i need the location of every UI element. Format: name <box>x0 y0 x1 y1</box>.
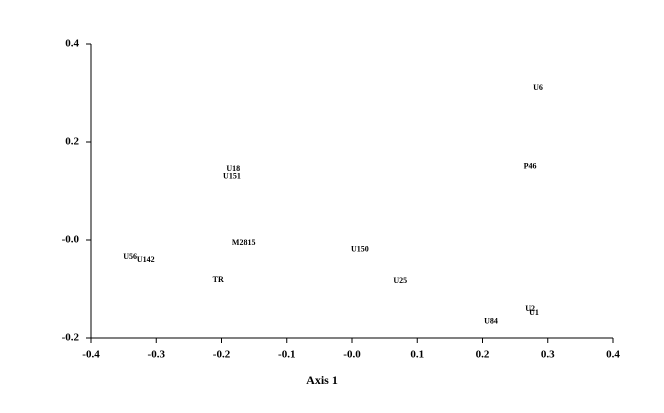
point-label: U150 <box>351 245 369 254</box>
x-tick-label: -0.0 <box>343 349 361 361</box>
point-label: TR <box>213 275 224 284</box>
point-label: U18 <box>226 164 240 173</box>
x-tick-label: -0.3 <box>148 349 166 361</box>
x-tick-label: 0.2 <box>476 349 490 361</box>
point-label: U1 <box>529 308 539 317</box>
y-tick-label: -0.0 <box>62 234 80 246</box>
point-label: U84 <box>484 317 498 326</box>
x-tick-label: -0.1 <box>278 349 295 361</box>
x-tick-label: 0.1 <box>410 349 424 361</box>
x-tick-label: 0.4 <box>606 349 620 361</box>
point-label: U142 <box>137 255 155 264</box>
point-label: P46 <box>524 161 537 170</box>
x-axis-title: Axis 1 <box>306 373 338 387</box>
point-label: U6 <box>533 83 543 92</box>
x-tick-label: -0.2 <box>213 349 231 361</box>
point-label: M2815 <box>232 238 256 247</box>
y-tick-label: 0.4 <box>65 38 79 50</box>
point-label: U25 <box>393 276 407 285</box>
x-tick-label: 0.3 <box>541 349 555 361</box>
point-label: U56 <box>123 252 137 261</box>
y-tick-label: 0.2 <box>65 136 79 148</box>
x-tick-label: -0.4 <box>82 349 100 361</box>
point-label: U151 <box>223 172 241 181</box>
point-label: U2 <box>525 304 535 313</box>
y-tick-label: -0.2 <box>62 332 80 344</box>
